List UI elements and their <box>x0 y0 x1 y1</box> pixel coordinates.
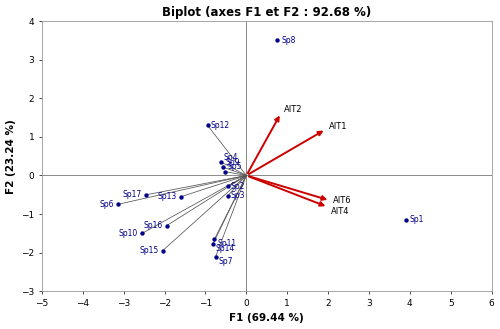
Point <box>273 38 281 43</box>
Text: Sp14: Sp14 <box>216 244 235 253</box>
Text: Sp15: Sp15 <box>139 246 158 255</box>
Point <box>204 123 212 128</box>
Text: Sp2: Sp2 <box>231 182 245 191</box>
Point <box>138 231 146 236</box>
Point <box>114 202 122 207</box>
Point <box>177 194 185 199</box>
Text: Sp11: Sp11 <box>218 239 236 248</box>
Text: Sp6: Sp6 <box>99 200 114 209</box>
Text: Sp17: Sp17 <box>123 190 142 199</box>
Point <box>142 192 150 197</box>
Text: Sp7: Sp7 <box>218 257 233 266</box>
Text: AIT1: AIT1 <box>330 122 348 131</box>
Point <box>221 169 229 174</box>
Point <box>217 159 225 164</box>
Text: Sp4: Sp4 <box>224 153 238 162</box>
X-axis label: F1 (69.44 %): F1 (69.44 %) <box>230 314 304 323</box>
Point <box>218 164 226 170</box>
Point <box>158 248 166 253</box>
Point <box>209 241 217 247</box>
Text: Sp3: Sp3 <box>231 191 246 200</box>
Point <box>210 237 218 242</box>
Point <box>212 254 220 259</box>
Text: AIT2: AIT2 <box>284 105 303 114</box>
Point <box>402 217 409 222</box>
Text: Sp16: Sp16 <box>144 221 163 230</box>
Text: Sp5: Sp5 <box>228 163 242 171</box>
Text: Sp1: Sp1 <box>410 215 424 224</box>
Text: Sp8: Sp8 <box>281 36 295 45</box>
Point <box>224 193 232 198</box>
Text: Sp10: Sp10 <box>119 229 138 238</box>
Text: Sp9: Sp9 <box>226 158 240 167</box>
Title: Biplot (axes F1 et F2 : 92.68 %): Biplot (axes F1 et F2 : 92.68 %) <box>162 6 372 18</box>
Y-axis label: F2 (23.24 %): F2 (23.24 %) <box>6 119 16 193</box>
Point <box>224 184 232 189</box>
Text: AIT6: AIT6 <box>334 196 352 205</box>
Point <box>162 223 170 228</box>
Text: Sp13: Sp13 <box>158 192 177 201</box>
Text: Sp12: Sp12 <box>210 121 230 130</box>
Text: AIT4: AIT4 <box>332 207 350 216</box>
